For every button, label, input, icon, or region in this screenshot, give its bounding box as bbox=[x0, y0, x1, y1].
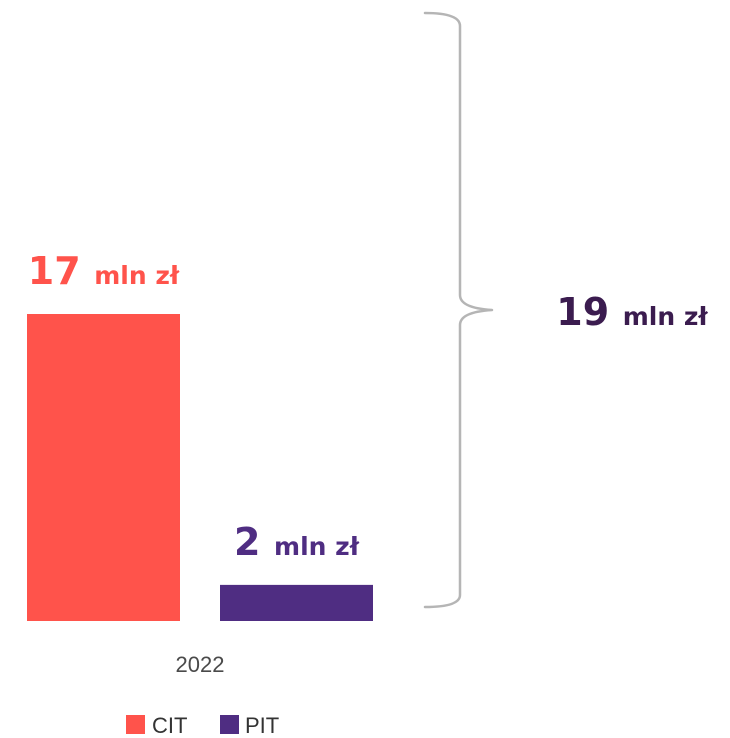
total-label-value: 19 bbox=[556, 290, 609, 334]
legend-swatch-cit bbox=[126, 715, 145, 734]
total-brace bbox=[423, 11, 494, 609]
total-label-unit: mln zł bbox=[623, 302, 709, 331]
legend: CIT PIT bbox=[126, 713, 279, 738]
x-tick-label: 2022 bbox=[176, 652, 225, 677]
bar-cit bbox=[27, 314, 180, 621]
legend-swatch-pit bbox=[220, 715, 239, 734]
bar-pit bbox=[220, 584, 373, 621]
legend-label-cit: CIT bbox=[152, 713, 187, 738]
data-label-pit: 2 mln zł bbox=[234, 520, 360, 564]
legend-label-pit: PIT bbox=[245, 713, 279, 738]
data-label-cit-unit: mln zł bbox=[94, 261, 180, 290]
data-label-cit: 17 mln zł bbox=[28, 249, 180, 293]
data-label-pit-unit: mln zł bbox=[274, 532, 360, 561]
data-label-pit-value: 2 bbox=[234, 520, 260, 564]
data-label-cit-value: 17 bbox=[28, 249, 81, 293]
total-label: 19 mln zł bbox=[556, 290, 708, 334]
